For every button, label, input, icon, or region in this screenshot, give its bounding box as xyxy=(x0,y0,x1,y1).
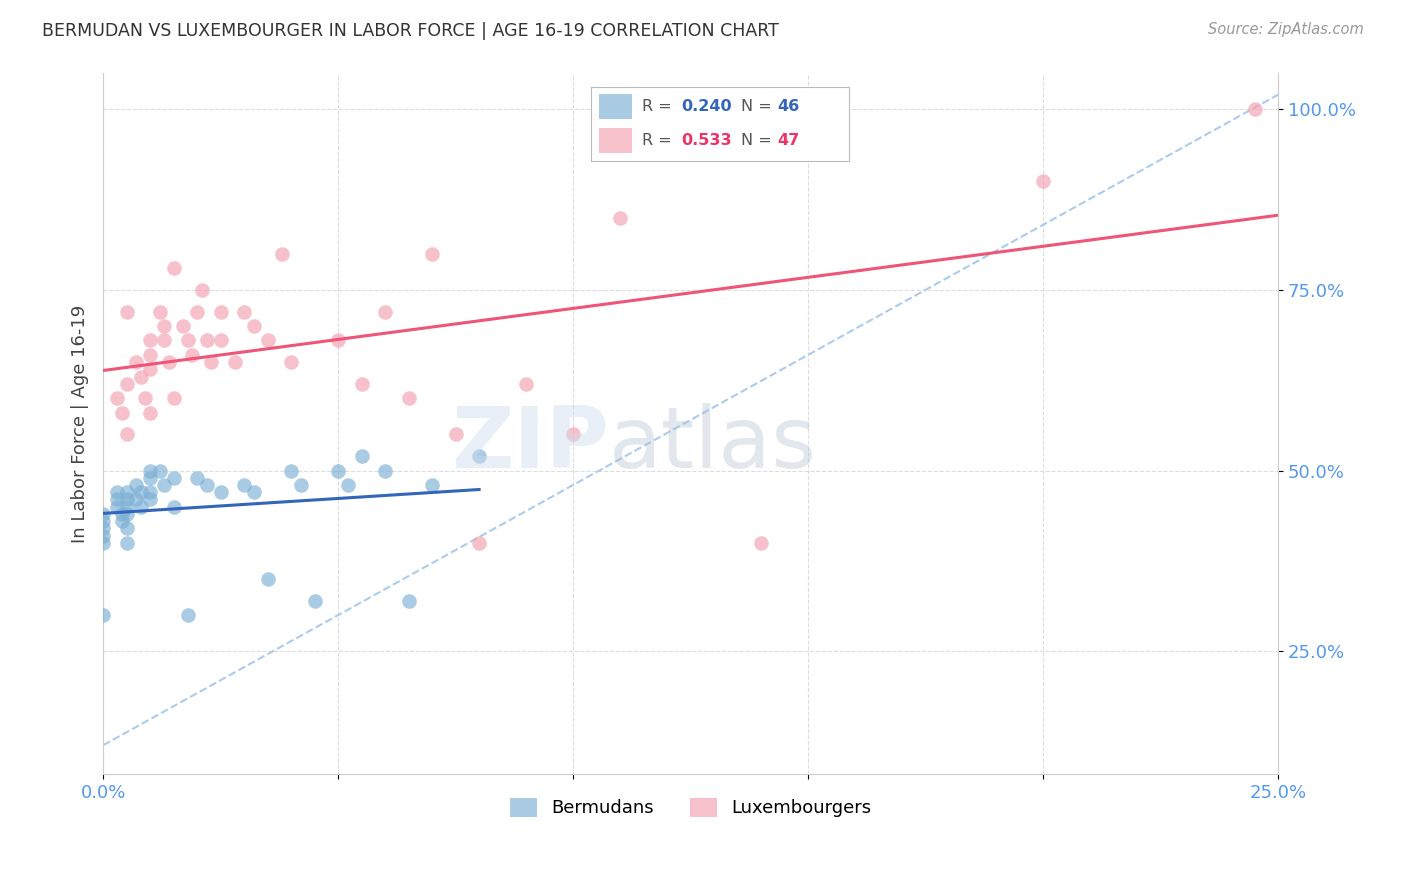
Point xyxy=(195,478,218,492)
Point xyxy=(115,521,138,535)
Point xyxy=(242,318,264,333)
Point xyxy=(162,261,184,276)
Point xyxy=(350,376,373,391)
Point xyxy=(350,449,373,463)
Point xyxy=(91,528,114,542)
Point xyxy=(162,391,184,405)
Point xyxy=(91,514,114,528)
Point xyxy=(162,500,184,514)
Point xyxy=(153,318,176,333)
Point xyxy=(105,492,128,507)
Point xyxy=(1243,102,1265,116)
Point xyxy=(115,376,138,391)
Point xyxy=(186,304,208,318)
Point xyxy=(444,427,467,442)
Point xyxy=(177,608,200,623)
Point xyxy=(91,521,114,535)
Point xyxy=(200,355,222,369)
Point xyxy=(270,246,292,260)
Point xyxy=(177,334,200,348)
Point xyxy=(1032,174,1054,188)
Point xyxy=(398,593,420,607)
Point xyxy=(153,478,176,492)
Point xyxy=(139,334,162,348)
Point xyxy=(105,391,128,405)
Point xyxy=(280,464,302,478)
Point xyxy=(129,500,152,514)
Point xyxy=(562,427,585,442)
Point xyxy=(242,485,264,500)
Point xyxy=(125,478,148,492)
Legend: Bermudans, Luxembourgers: Bermudans, Luxembourgers xyxy=(502,791,879,825)
Point xyxy=(125,492,148,507)
Point xyxy=(468,449,491,463)
Point xyxy=(111,507,134,521)
Point xyxy=(420,478,443,492)
Text: BERMUDAN VS LUXEMBOURGER IN LABOR FORCE | AGE 16-19 CORRELATION CHART: BERMUDAN VS LUXEMBOURGER IN LABOR FORCE … xyxy=(42,22,779,40)
Point xyxy=(139,471,162,485)
Point xyxy=(115,485,138,500)
Point xyxy=(280,355,302,369)
Point xyxy=(139,406,162,420)
Point xyxy=(148,464,170,478)
Text: atlas: atlas xyxy=(609,403,817,486)
Point xyxy=(304,593,326,607)
Point xyxy=(91,608,114,623)
Point xyxy=(139,492,162,507)
Point xyxy=(148,304,170,318)
Point xyxy=(224,355,246,369)
Text: ZIP: ZIP xyxy=(451,403,609,486)
Point xyxy=(374,464,396,478)
Point xyxy=(129,485,152,500)
Point xyxy=(139,348,162,362)
Point xyxy=(139,362,162,376)
Point xyxy=(139,464,162,478)
Point xyxy=(115,427,138,442)
Point xyxy=(233,304,256,318)
Point xyxy=(256,572,278,586)
Point xyxy=(256,334,278,348)
Point xyxy=(609,211,631,225)
Point xyxy=(105,485,128,500)
Point xyxy=(91,507,114,521)
Point xyxy=(153,334,176,348)
Point xyxy=(115,500,138,514)
Point xyxy=(703,117,725,131)
Point xyxy=(326,464,349,478)
Point xyxy=(139,485,162,500)
Point xyxy=(157,355,180,369)
Point xyxy=(111,514,134,528)
Point xyxy=(115,507,138,521)
Point xyxy=(233,478,256,492)
Y-axis label: In Labor Force | Age 16-19: In Labor Force | Age 16-19 xyxy=(72,304,89,542)
Point xyxy=(181,348,204,362)
Point xyxy=(186,471,208,485)
Point xyxy=(209,485,232,500)
Point xyxy=(115,536,138,550)
Point xyxy=(374,304,396,318)
Point xyxy=(515,376,537,391)
Point xyxy=(134,391,156,405)
Point xyxy=(749,536,772,550)
Point xyxy=(91,536,114,550)
Point xyxy=(336,478,359,492)
Text: Source: ZipAtlas.com: Source: ZipAtlas.com xyxy=(1208,22,1364,37)
Point xyxy=(115,492,138,507)
Point xyxy=(162,471,184,485)
Point xyxy=(398,391,420,405)
Point xyxy=(209,334,232,348)
Point xyxy=(129,369,152,384)
Point xyxy=(290,478,312,492)
Point xyxy=(191,283,214,297)
Point xyxy=(468,536,491,550)
Point xyxy=(420,246,443,260)
Point xyxy=(111,406,134,420)
Point xyxy=(125,355,148,369)
Point xyxy=(326,334,349,348)
Point xyxy=(115,304,138,318)
Point xyxy=(105,500,128,514)
Point xyxy=(195,334,218,348)
Point xyxy=(209,304,232,318)
Point xyxy=(172,318,194,333)
